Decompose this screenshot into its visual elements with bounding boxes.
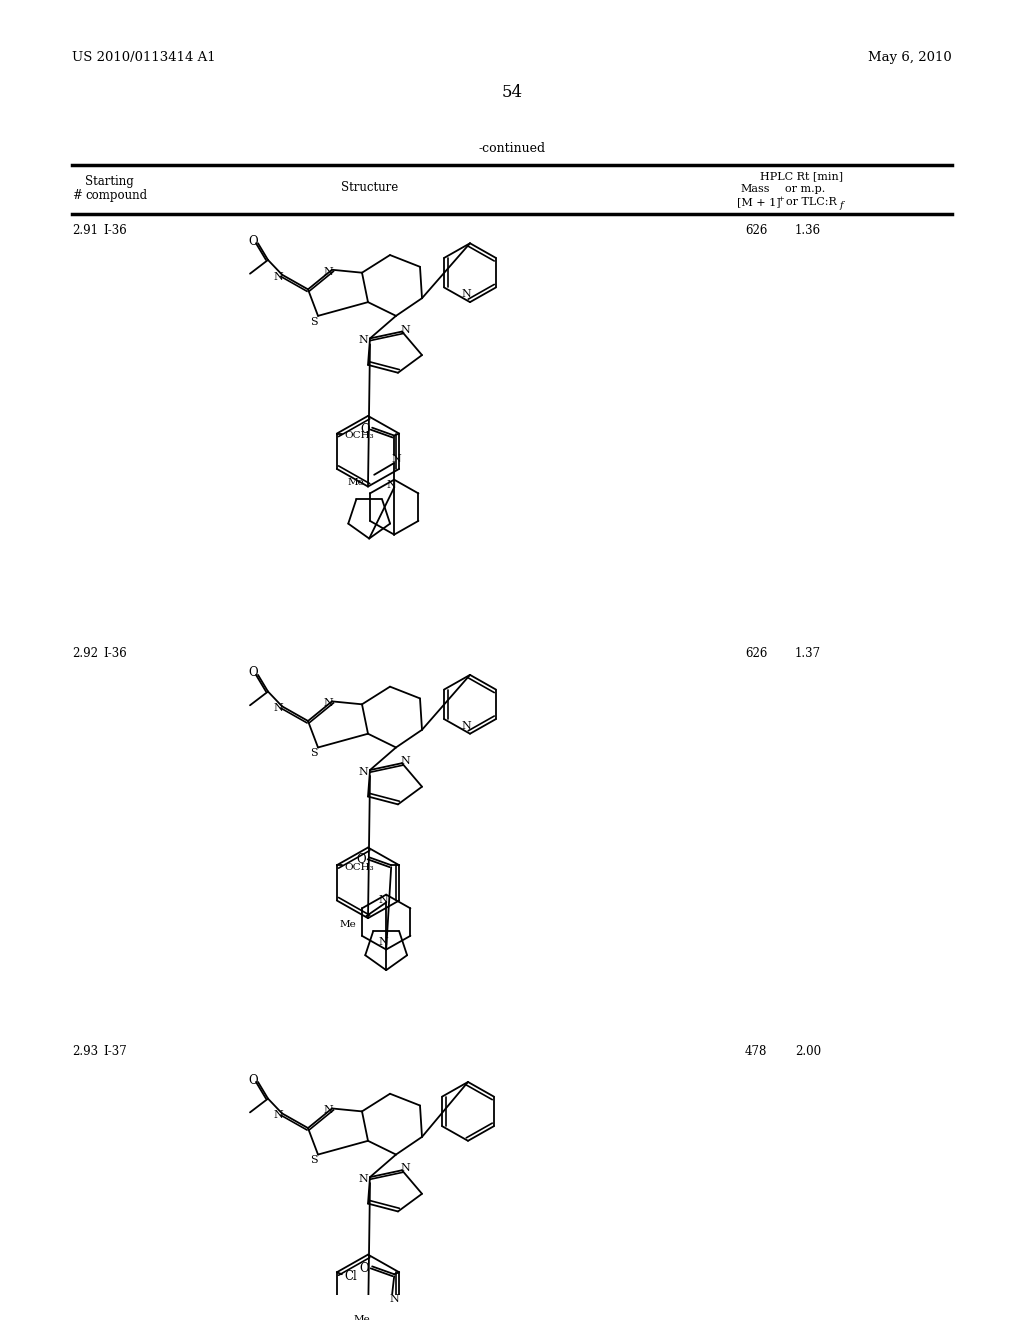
Text: 626: 626: [745, 223, 767, 236]
Text: 1.37: 1.37: [795, 647, 821, 660]
Text: N: N: [461, 721, 471, 731]
Text: N: N: [400, 756, 410, 766]
Text: S: S: [310, 317, 317, 327]
Text: OCH₃: OCH₃: [345, 863, 375, 871]
Text: 2.91: 2.91: [72, 223, 98, 236]
Text: 2.92: 2.92: [72, 647, 98, 660]
Text: 2.93: 2.93: [72, 1044, 98, 1057]
Text: [M + 1]: [M + 1]: [737, 197, 780, 207]
Text: N: N: [273, 1110, 283, 1121]
Text: N: N: [461, 289, 471, 300]
Text: N: N: [324, 267, 333, 277]
Text: 2.00: 2.00: [795, 1044, 821, 1057]
Text: N: N: [400, 1163, 410, 1173]
Text: N: N: [324, 1105, 333, 1115]
Text: OCH₃: OCH₃: [345, 432, 375, 440]
Text: N: N: [389, 1294, 399, 1304]
Text: Cl: Cl: [345, 1270, 357, 1283]
Text: I-37: I-37: [103, 1044, 127, 1057]
Text: S: S: [310, 1155, 317, 1166]
Text: N: N: [391, 454, 401, 465]
Text: N: N: [324, 698, 333, 709]
Text: Starting: Starting: [85, 174, 134, 187]
Text: N: N: [358, 1173, 368, 1184]
Text: O: O: [360, 424, 370, 436]
Text: US 2010/0113414 A1: US 2010/0113414 A1: [72, 51, 216, 63]
Text: O: O: [356, 853, 366, 866]
Text: compound: compound: [85, 189, 147, 202]
Text: I-36: I-36: [103, 223, 127, 236]
Text: O: O: [248, 235, 258, 248]
Text: O: O: [248, 1073, 258, 1086]
Text: Structure: Structure: [341, 181, 398, 194]
Text: N: N: [386, 479, 396, 490]
Text: N: N: [378, 937, 388, 946]
Text: N: N: [400, 325, 410, 334]
Text: #: #: [72, 189, 82, 202]
Text: N: N: [378, 895, 388, 904]
Text: O: O: [248, 667, 258, 680]
Text: N: N: [358, 335, 368, 346]
Text: Me: Me: [340, 920, 356, 928]
Text: or TLC:R: or TLC:R: [786, 197, 837, 207]
Text: Me: Me: [353, 1316, 371, 1320]
Text: 478: 478: [745, 1044, 767, 1057]
Text: 54: 54: [502, 84, 522, 102]
Text: N: N: [358, 767, 368, 777]
Text: O: O: [359, 1262, 369, 1275]
Text: +: +: [777, 195, 784, 203]
Text: I-36: I-36: [103, 647, 127, 660]
Text: S: S: [310, 748, 317, 759]
Text: May 6, 2010: May 6, 2010: [868, 51, 952, 63]
Text: 626: 626: [745, 647, 767, 660]
Text: f: f: [840, 201, 844, 210]
Text: HPLC Rt [min]: HPLC Rt [min]: [760, 172, 843, 182]
Text: -continued: -continued: [478, 143, 546, 156]
Text: or m.p.: or m.p.: [785, 185, 825, 194]
Text: Mass: Mass: [740, 185, 769, 194]
Text: N: N: [273, 272, 283, 281]
Text: 1.36: 1.36: [795, 223, 821, 236]
Text: N: N: [273, 704, 283, 713]
Text: Me: Me: [348, 478, 365, 487]
